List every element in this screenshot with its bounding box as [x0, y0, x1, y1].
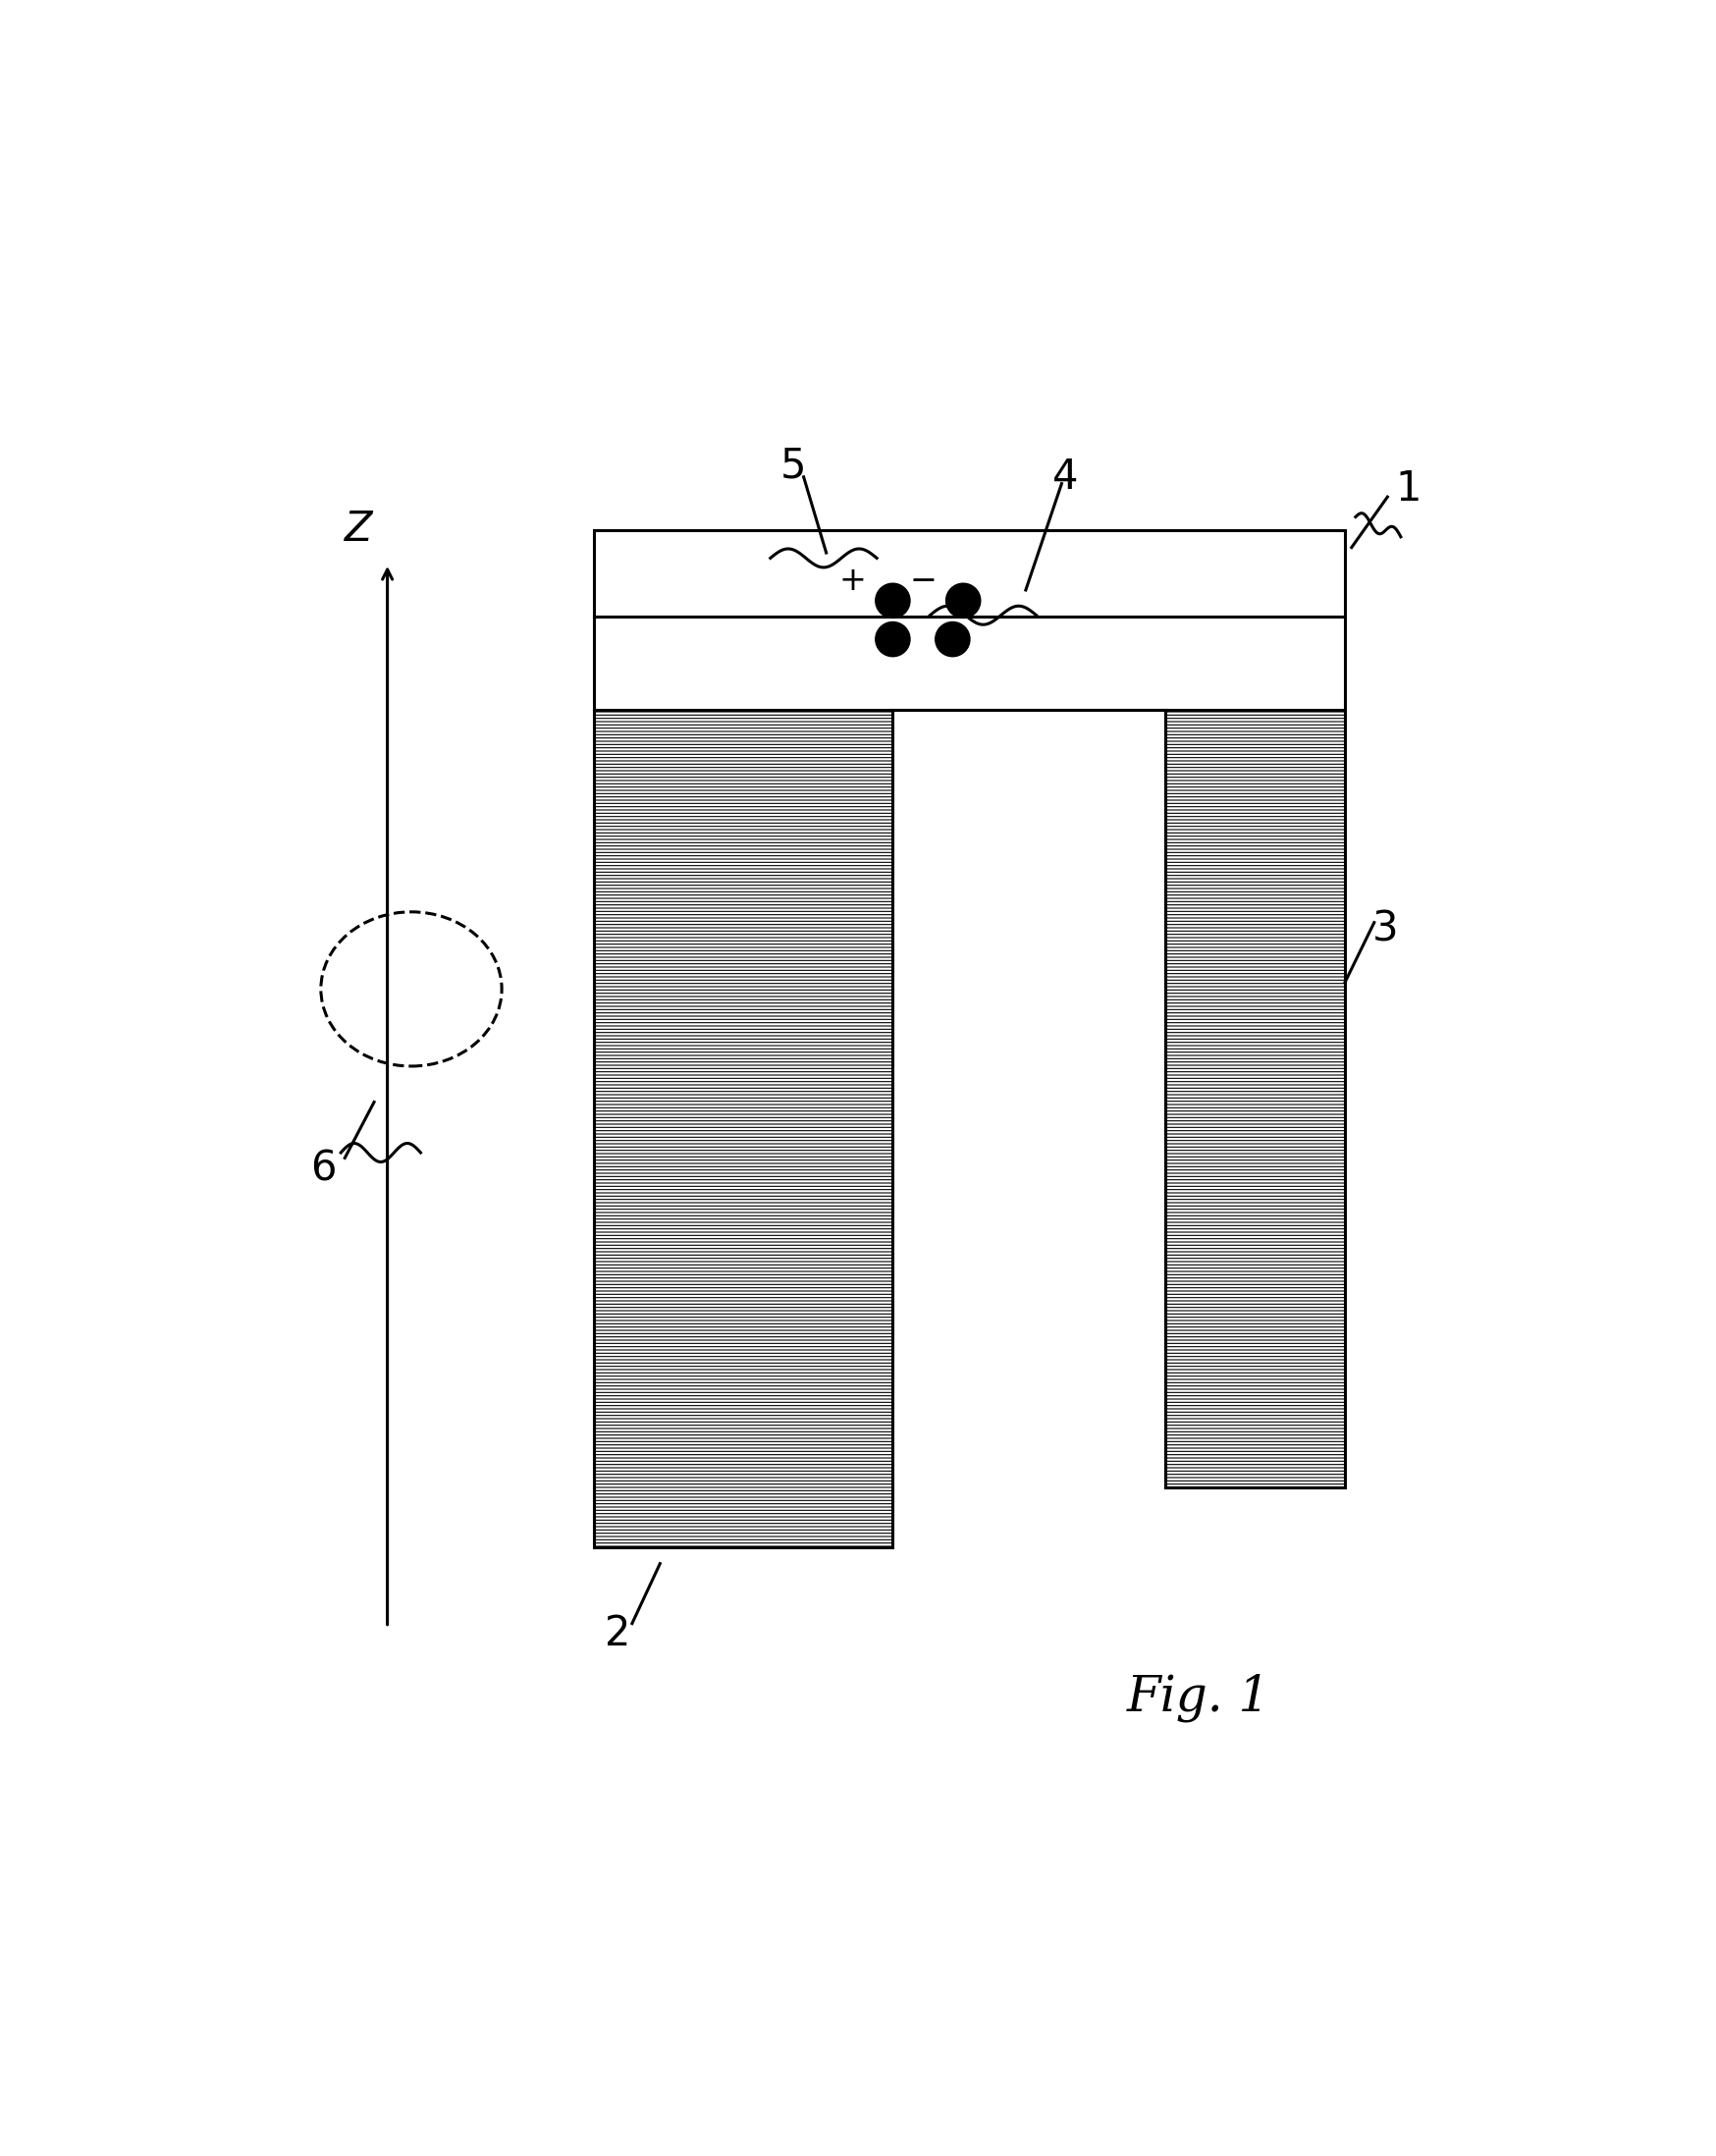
Circle shape — [875, 584, 909, 619]
Text: 5: 5 — [781, 446, 807, 487]
Bar — [892, 709, 1165, 1548]
Text: Fig. 1: Fig. 1 — [1127, 1673, 1270, 1723]
Text: +: + — [839, 565, 867, 597]
Text: 2: 2 — [604, 1613, 630, 1654]
Text: Z: Z — [345, 509, 372, 550]
Bar — [594, 530, 1345, 709]
Text: 6: 6 — [311, 1147, 336, 1190]
Circle shape — [935, 621, 970, 658]
Text: −: − — [909, 565, 937, 597]
Text: 4: 4 — [1052, 457, 1079, 498]
Circle shape — [875, 621, 909, 658]
Text: 1: 1 — [1395, 468, 1423, 509]
Circle shape — [946, 584, 980, 619]
Text: 3: 3 — [1371, 908, 1399, 951]
Bar — [1165, 709, 1345, 1488]
Bar — [594, 709, 892, 1548]
